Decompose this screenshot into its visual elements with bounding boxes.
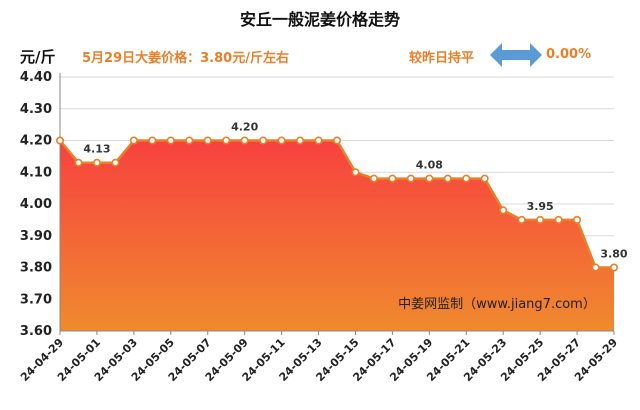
- data-point: [332, 136, 341, 145]
- data-point: [222, 136, 231, 145]
- data-point: [185, 136, 194, 145]
- data-point: [591, 263, 600, 272]
- data-label: 4.13: [83, 143, 110, 156]
- data-point: [55, 136, 64, 145]
- y-tick-label: 4.00: [20, 197, 52, 212]
- data-label: 4.08: [416, 159, 443, 172]
- y-tick-label: 3.60: [20, 324, 52, 339]
- data-point: [259, 136, 268, 145]
- data-point: [111, 158, 120, 167]
- data-point: [166, 136, 175, 145]
- data-point: [517, 215, 526, 224]
- data-label: 4.20: [231, 121, 258, 134]
- data-point: [609, 263, 618, 272]
- data-point: [499, 206, 508, 215]
- data-point: [92, 158, 101, 167]
- y-tick-label: 3.90: [20, 229, 52, 244]
- price-area: [60, 140, 614, 331]
- data-point: [573, 215, 582, 224]
- data-point: [240, 136, 249, 145]
- data-point: [277, 136, 286, 145]
- unit-label: 元/斤: [20, 48, 56, 66]
- data-point: [203, 136, 212, 145]
- y-tick-label: 4.20: [20, 134, 52, 149]
- data-point: [129, 136, 138, 145]
- data-point: [462, 174, 471, 183]
- data-point: [74, 158, 83, 167]
- double-arrow-icon: [490, 43, 542, 67]
- data-point: [351, 168, 360, 177]
- watermark-text: 中姜网监制（www.jiang7.com）: [398, 297, 596, 312]
- data-point: [554, 215, 563, 224]
- data-point: [480, 174, 489, 183]
- y-tick-label: 4.30: [20, 102, 52, 117]
- data-point: [388, 174, 397, 183]
- data-point: [314, 136, 323, 145]
- y-tick-label: 3.70: [20, 292, 52, 307]
- compare-label: 较昨日持平: [409, 51, 475, 66]
- data-point: [443, 174, 452, 183]
- y-tick-label: 3.80: [20, 261, 52, 276]
- data-point: [536, 215, 545, 224]
- data-point: [425, 174, 434, 183]
- chart-title: 安丘一般泥姜价格走势: [239, 10, 400, 29]
- data-label: 3.95: [527, 200, 554, 213]
- data-point: [406, 174, 415, 183]
- data-label: 3.80: [600, 248, 627, 261]
- price-summary: 5月29日大姜价格：3.80元/斤左右: [82, 51, 289, 66]
- compare-value: 0.00%: [546, 47, 592, 62]
- data-point: [296, 136, 305, 145]
- data-point: [148, 136, 157, 145]
- data-point: [369, 174, 378, 183]
- y-tick-label: 4.10: [20, 165, 52, 180]
- y-tick-label: 4.40: [20, 70, 52, 85]
